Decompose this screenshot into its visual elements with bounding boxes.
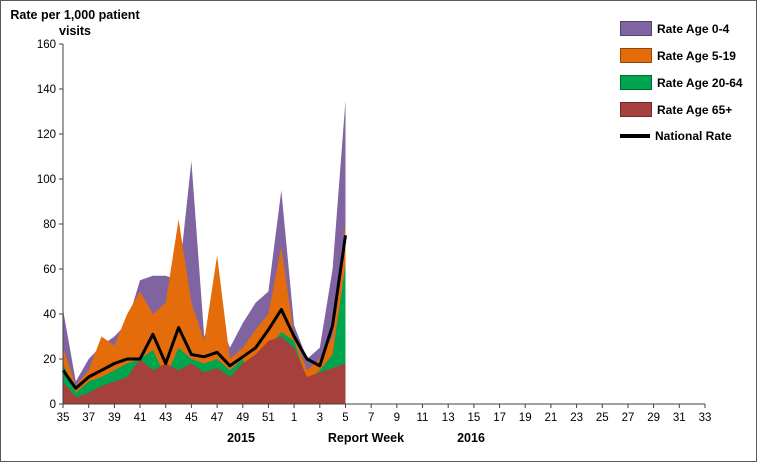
x-axis-title: Report Week (327, 431, 405, 445)
x-tick-label: 49 (236, 412, 249, 424)
x-tick-label: 41 (134, 412, 147, 424)
legend-swatch-rate-age-65 (620, 102, 652, 117)
x-tick-label: 11 (417, 412, 429, 424)
legend-label: National Rate (655, 129, 732, 143)
legend-item-rate-age-20-64: Rate Age 20-64 (620, 75, 748, 90)
x-tick-label: 13 (442, 412, 455, 424)
x-tick-label: 15 (468, 412, 481, 424)
y-tick-label: 160 (37, 39, 56, 51)
x-tick-label: 29 (647, 412, 660, 424)
year-label-2015: 2015 (227, 431, 255, 445)
x-tick-label: 51 (262, 412, 275, 424)
chart-title: Rate per 1,000 patient visits (7, 7, 143, 40)
year-label-2016: 2016 (457, 431, 485, 445)
x-tick-label: 23 (570, 412, 583, 424)
chart-title-line2: visits (59, 24, 91, 39)
x-tick-label: 21 (545, 412, 558, 424)
y-tick-label: 0 (50, 399, 56, 411)
legend-item-rate-age-0-4: Rate Age 0-4 (620, 21, 748, 36)
x-tick-label: 17 (493, 412, 506, 424)
x-tick-label: 39 (108, 412, 121, 424)
x-tick-label: 33 (699, 412, 712, 424)
legend-swatch-rate-age-5-19 (620, 48, 652, 63)
x-tick-label: 27 (622, 412, 635, 424)
x-tick-label: 7 (368, 412, 374, 424)
y-tick-label: 100 (37, 174, 56, 186)
y-tick-label: 140 (37, 84, 56, 96)
legend-label: Rate Age 20-64 (657, 75, 743, 90)
legend: Rate Age 0-4 Rate Age 5-19 Rate Age 20-64 R… (620, 21, 748, 155)
x-tick-label: 5 (342, 412, 348, 424)
x-tick-label: 9 (394, 412, 400, 424)
x-tick-label: 1 (291, 412, 297, 424)
legend-swatch-rate-age-0-4 (620, 21, 652, 36)
y-tick-label: 40 (43, 309, 56, 321)
x-tick-label: 47 (211, 412, 224, 424)
legend-item-rate-age-65: Rate Age 65+ (620, 102, 748, 117)
y-tick-label: 20 (43, 354, 56, 366)
legend-item-rate-age-5-19: Rate Age 5-19 (620, 48, 748, 63)
legend-swatch-rate-age-20-64 (620, 75, 652, 90)
legend-label: Rate Age 0-4 (657, 21, 730, 36)
x-tick-label: 45 (185, 412, 198, 424)
x-tick-label: 19 (519, 412, 532, 424)
legend-swatch-national-rate (620, 134, 650, 138)
area-rate-age-65 (63, 336, 346, 404)
x-tick-label: 35 (57, 412, 70, 424)
y-tick-label: 120 (37, 129, 56, 141)
legend-item-national-rate: National Rate (620, 129, 748, 143)
x-tick-label: 25 (596, 412, 609, 424)
line-national-rate (61, 235, 347, 390)
legend-label: Rate Age 5-19 (657, 48, 736, 63)
chart-title-line1: Rate per 1,000 patient (10, 8, 140, 22)
x-tick-label: 31 (673, 412, 686, 424)
y-tick-label: 80 (43, 219, 56, 231)
x-tick-label: 37 (82, 412, 95, 424)
x-tick-label: 43 (159, 412, 172, 424)
legend-label: Rate Age 65+ (657, 102, 733, 117)
x-tick-label: 3 (317, 412, 323, 424)
y-tick-label: 60 (43, 264, 56, 276)
